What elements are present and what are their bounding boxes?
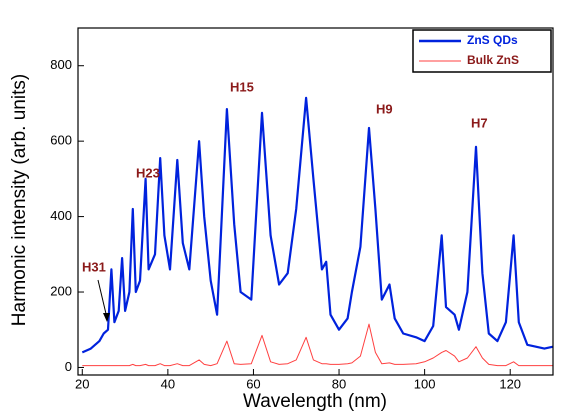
y-tick-label: 800 xyxy=(50,57,72,72)
y-tick-label: 400 xyxy=(50,208,72,223)
x-axis-label: Wavelength (nm) xyxy=(243,391,387,412)
legend-box xyxy=(412,29,552,73)
legend-label: ZnS QDs xyxy=(467,33,518,47)
series-line xyxy=(82,323,553,367)
x-tick-label: 80 xyxy=(332,376,346,391)
annotation: H31 xyxy=(82,259,106,274)
x-tick-label: 120 xyxy=(499,376,521,391)
series-line xyxy=(81,96,554,354)
annotation: H23 xyxy=(136,165,160,180)
annotation-arrow xyxy=(97,279,108,319)
legend-label: Bulk ZnS xyxy=(467,53,519,67)
x-tick-label: 40 xyxy=(161,376,175,391)
y-axis-label: Harmonic intensity (arb. units) xyxy=(9,74,30,326)
plot-frame xyxy=(77,27,554,376)
annotation: H15 xyxy=(230,79,254,94)
x-tick-label: 60 xyxy=(246,376,260,391)
y-tick-label: 600 xyxy=(50,133,72,148)
y-tick-label: 0 xyxy=(65,359,72,374)
y-tick-label: 200 xyxy=(50,283,72,298)
x-tick-label: 20 xyxy=(75,376,89,391)
x-tick-label: 100 xyxy=(414,376,436,391)
arrow-head xyxy=(103,313,110,322)
annotation: H7 xyxy=(471,115,488,130)
annotation: H9 xyxy=(376,101,393,116)
